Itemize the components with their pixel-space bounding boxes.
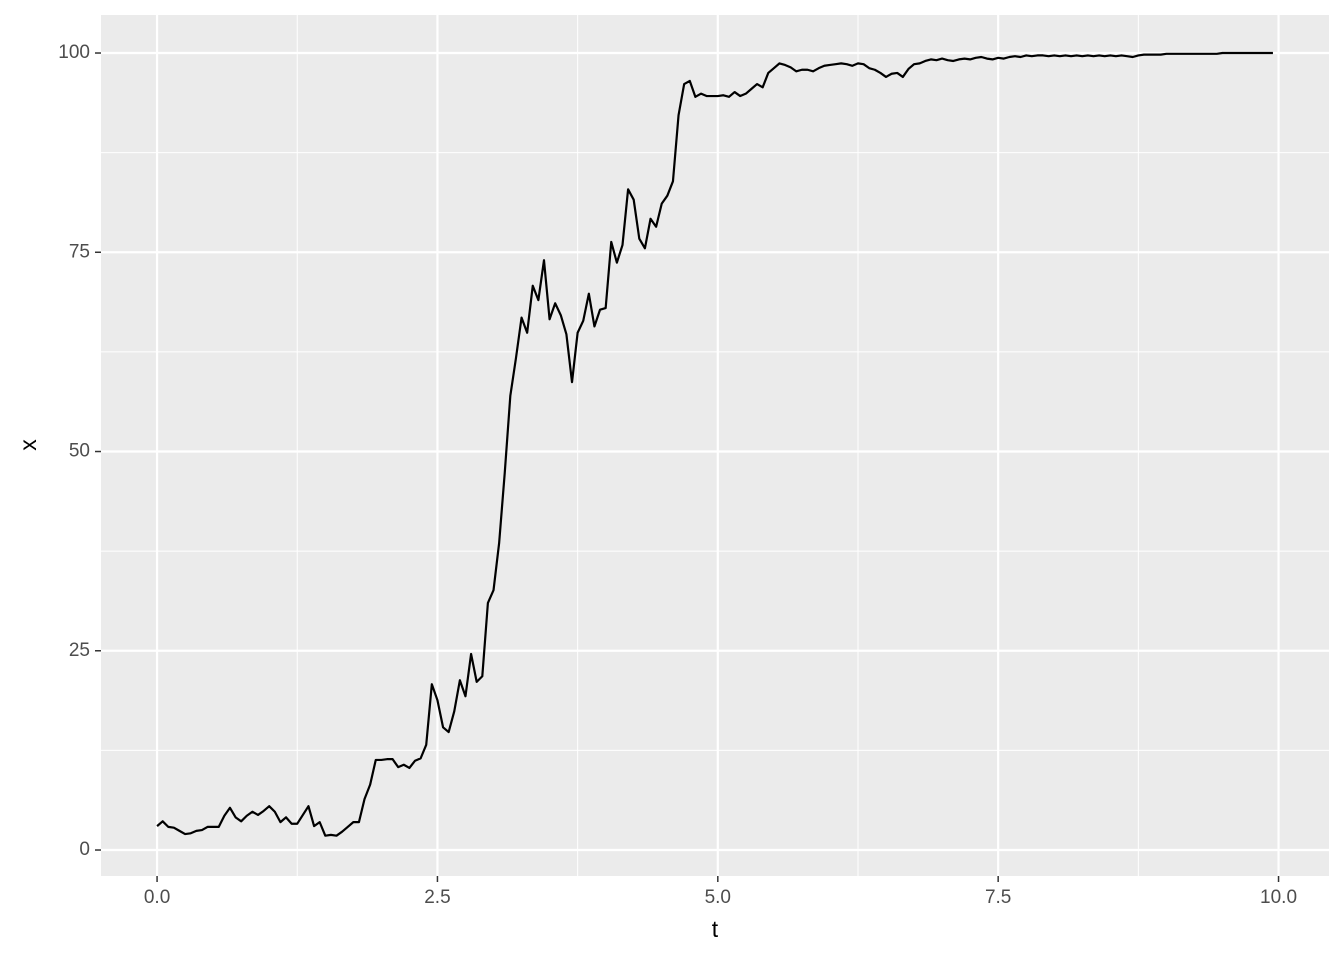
y-axis-title: x: [15, 439, 41, 451]
x-tick-label: 2.5: [424, 887, 450, 908]
y-tick-label: 0: [79, 839, 90, 860]
x-tick-label: 5.0: [705, 887, 731, 908]
x-tick-label: 10.0: [1260, 887, 1297, 908]
x-tick-label: 7.5: [985, 887, 1011, 908]
x-tick-label: 0.0: [144, 887, 170, 908]
y-tick-label: 100: [58, 42, 90, 63]
data-line: [156, 51, 1273, 837]
y-tick-label: 75: [69, 241, 90, 262]
y-tick-label: 25: [69, 640, 90, 661]
x-axis-title: t: [712, 916, 719, 942]
panel: [101, 15, 1329, 876]
y-tick-label: 50: [69, 441, 90, 462]
